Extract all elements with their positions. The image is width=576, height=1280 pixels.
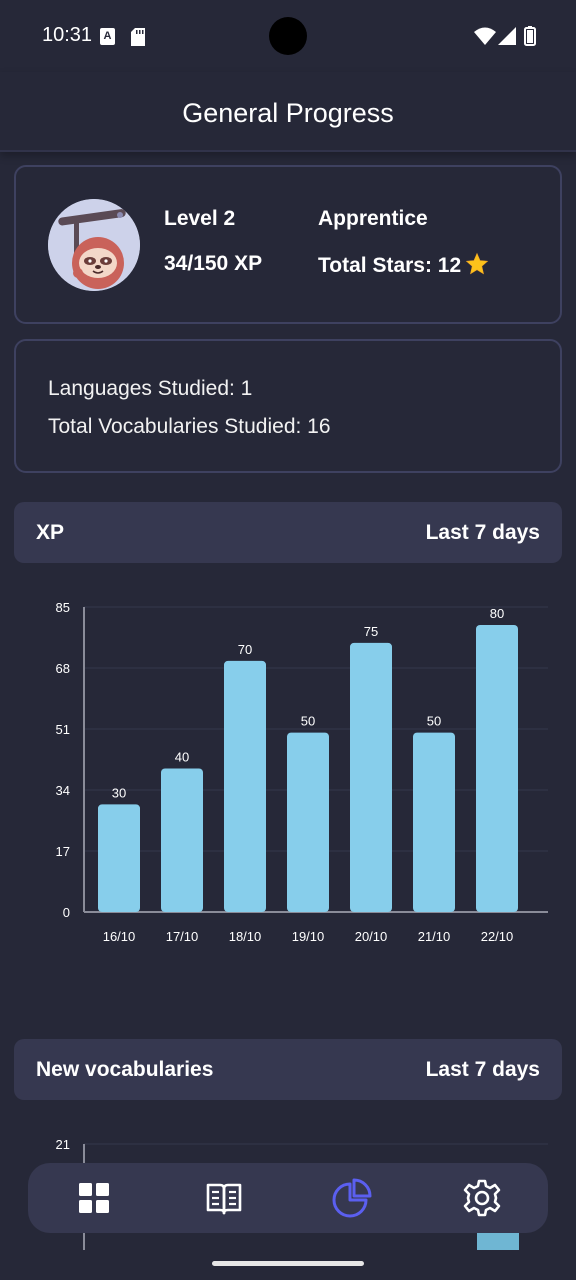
keyboard-notification-icon: A	[100, 28, 115, 45]
bar	[287, 732, 329, 912]
x-tick-label: 16/10	[103, 929, 136, 944]
x-tick-label: 19/10	[292, 929, 325, 944]
x-tick-label: 21/10	[418, 929, 451, 944]
y-tick-label: 85	[56, 600, 70, 615]
data-label: 50	[301, 714, 315, 729]
x-tick-label: 20/10	[355, 929, 388, 944]
vocab-section-title: New vocabularies	[36, 1058, 214, 1081]
x-tick-label: 18/10	[229, 929, 262, 944]
y-tick-label: 68	[56, 661, 70, 676]
y-tick-label: 21	[56, 1137, 70, 1152]
pie-chart-icon[interactable]	[332, 1178, 372, 1218]
xp-progress-label: 34/150 XP	[164, 252, 263, 275]
data-label: 75	[364, 624, 378, 639]
dashboard-icon[interactable]	[74, 1178, 114, 1218]
xp-bar-chart: 0 17 34 51 68 85 30 16/10 40 17/10 70 18/10 50 19/10 7…	[56, 600, 548, 944]
xp-section-header: XP Last 7 days	[14, 502, 562, 563]
wifi-icon	[474, 27, 496, 45]
data-label: 30	[112, 785, 126, 800]
app-header: General Progress	[0, 72, 576, 152]
bar	[477, 1230, 519, 1250]
bar	[161, 768, 203, 912]
camera-cutout	[269, 17, 307, 55]
bottom-navigation	[28, 1163, 548, 1233]
xp-period-selector[interactable]: Last 7 days	[425, 521, 540, 544]
profile-card: Level 2 34/150 XP Apprentice Total Stars…	[14, 165, 562, 324]
y-tick-label: 51	[56, 722, 70, 737]
bar	[413, 732, 455, 912]
total-stars-label: Total Stars: 12	[318, 254, 462, 277]
sd-card-icon	[131, 28, 145, 46]
data-label: 50	[427, 714, 441, 729]
page-title: General Progress	[182, 98, 394, 128]
bar	[224, 660, 266, 912]
status-bar: 10:31 A	[0, 0, 576, 72]
level-label: Level 2	[164, 207, 236, 230]
status-time: 10:31	[42, 24, 93, 46]
data-label: 80	[490, 606, 504, 621]
avatar	[48, 199, 140, 291]
bar	[476, 624, 518, 912]
bar	[350, 642, 392, 912]
x-tick-label: 22/10	[481, 929, 514, 944]
star-icon	[465, 252, 489, 275]
home-indicator	[212, 1261, 364, 1266]
y-tick-label: 0	[63, 905, 70, 920]
bar	[98, 804, 140, 912]
vocabularies-studied: Total Vocabularies Studied: 16	[48, 415, 331, 438]
battery-icon	[524, 26, 536, 46]
languages-studied: Languages Studied: 1	[48, 377, 253, 400]
total-stars: Total Stars: 12	[318, 252, 489, 278]
sloth-avatar-icon	[48, 199, 140, 291]
x-tick-label: 17/10	[166, 929, 199, 944]
book-icon[interactable]	[204, 1178, 244, 1218]
xp-section-title: XP	[36, 521, 65, 544]
signal-icon	[498, 27, 516, 45]
data-label: 40	[175, 749, 189, 764]
stats-card: Languages Studied: 1 Total Vocabularies …	[14, 339, 562, 473]
gear-icon[interactable]	[462, 1178, 502, 1218]
y-tick-label: 17	[56, 844, 70, 859]
vocab-section-header: New vocabularies Last 7 days	[14, 1039, 562, 1100]
y-tick-label: 34	[56, 783, 70, 798]
data-label: 70	[238, 642, 252, 657]
rank-label: Apprentice	[318, 207, 428, 230]
vocab-period-selector[interactable]: Last 7 days	[425, 1058, 540, 1081]
